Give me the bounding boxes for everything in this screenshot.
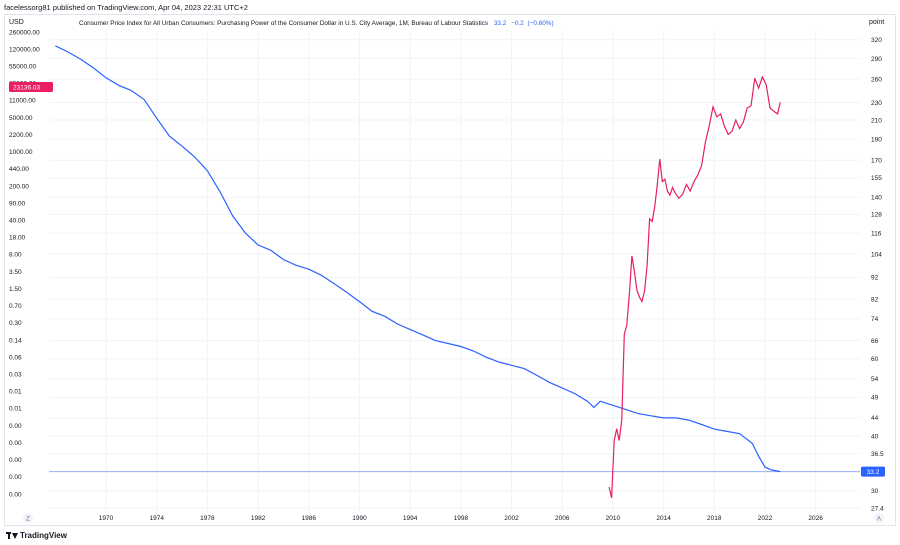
tradingview-logo[interactable]: TradingView <box>6 531 67 540</box>
right-tick-140: 140 <box>871 195 882 202</box>
right-tick-60: 60 <box>871 356 879 363</box>
footer: TradingView <box>0 528 900 545</box>
right-highlight-tag: 33.2 <box>861 466 885 477</box>
auto-scale-button[interactable]: A <box>874 513 884 523</box>
zoom-button[interactable]: Z <box>23 513 33 523</box>
right-tick-320: 320 <box>871 37 882 44</box>
right-tick-30: 30 <box>871 488 879 495</box>
publisher-line: facelessorg81 published on TradingView.c… <box>4 3 248 12</box>
left-tick-26: 0.00 <box>9 474 22 481</box>
left-tick-14: 3.50 <box>9 269 22 276</box>
tradingview-logo-text: TradingView <box>20 531 67 540</box>
series-line-purchasing-power[interactable] <box>55 45 781 473</box>
left-tick-23: 0.00 <box>9 423 22 430</box>
right-tick-49: 49 <box>871 395 879 402</box>
time-tick-1974: 1974 <box>149 515 164 522</box>
right-tick-116: 116 <box>871 230 882 237</box>
right-tick-66: 66 <box>871 338 879 345</box>
top-bar: facelessorg81 published on TradingView.c… <box>0 0 900 14</box>
right-tick-74: 74 <box>871 316 879 323</box>
right-tick-54: 54 <box>871 376 879 383</box>
left-tick-11: 40.00 <box>9 218 26 225</box>
right-tick-155: 155 <box>871 175 882 182</box>
right-tick-104: 104 <box>871 251 882 258</box>
tradingview-logo-icon <box>6 532 18 539</box>
right-tick-210: 210 <box>871 117 882 124</box>
time-tick-1982: 1982 <box>251 515 266 522</box>
left-tick-1: 120000.00 <box>9 46 40 53</box>
left-highlight-tag: 23136.03 <box>9 82 53 92</box>
time-tick-1970: 1970 <box>99 515 114 522</box>
time-tick-2026: 2026 <box>808 515 823 522</box>
time-tick-1998: 1998 <box>454 515 469 522</box>
left-tick-12: 18.00 <box>9 235 26 242</box>
right-tick-128: 128 <box>871 212 882 219</box>
left-tick-21: 0.01 <box>9 389 22 396</box>
time-tick-2002: 2002 <box>504 515 519 522</box>
time-axis-ticks: 1970 1974 1978 1982 1986 1990 1994 1998 2002 2006… <box>99 515 823 522</box>
legend-title: Consumer Price Index for All Urban Consu… <box>79 20 554 27</box>
time-tick-1990: 1990 <box>352 515 367 522</box>
time-tick-2010: 2010 <box>606 515 621 522</box>
legend-change: −0.2 <box>511 20 524 27</box>
left-tick-15: 1.50 <box>9 286 22 293</box>
left-tick-18: 0.14 <box>9 337 22 344</box>
chart-frame[interactable]: 260000.00120000.0055000.0025000.0011000.… <box>4 14 896 526</box>
legend-change-pct: (−0.60%) <box>528 20 554 27</box>
left-tick-20: 0.03 <box>9 372 22 379</box>
time-tick-2022: 2022 <box>758 515 773 522</box>
right-tick-230: 230 <box>871 100 882 107</box>
right-tick-170: 170 <box>871 158 882 165</box>
left-tick-6: 2200.00 <box>9 132 33 139</box>
left-tick-24: 0.00 <box>9 440 22 447</box>
zoom-button-label: Z <box>26 517 30 523</box>
left-tick-10: 90.00 <box>9 200 26 207</box>
left-tick-0: 260000.00 <box>9 29 40 36</box>
auto-scale-button-label: A <box>877 517 881 523</box>
time-tick-1986: 1986 <box>302 515 317 522</box>
gridlines <box>49 31 860 511</box>
left-axis-title: USD <box>9 19 24 26</box>
left-tick-25: 0.00 <box>9 457 22 464</box>
left-tick-13: 8.00 <box>9 252 22 259</box>
right-tick-44: 44 <box>871 415 879 422</box>
time-tick-2006: 2006 <box>555 515 570 522</box>
right-tick-190: 190 <box>871 136 882 143</box>
right-tick-27-4: 27.4 <box>871 505 884 512</box>
left-tick-2: 55000.00 <box>9 64 36 71</box>
right-tick-82: 82 <box>871 297 879 304</box>
right-axis-ticks: 320 290 260 230 210 190 170 155 140 128 116 104 92 82… <box>871 37 884 512</box>
right-tick-92: 92 <box>871 275 879 282</box>
left-tick-7: 1000.00 <box>9 149 33 156</box>
left-highlight-value: 23136.03 <box>13 84 40 91</box>
left-axis-ticks: 260000.00120000.0055000.0025000.0011000.… <box>9 29 40 498</box>
time-tick-1994: 1994 <box>403 515 418 522</box>
left-tick-17: 0.30 <box>9 320 22 327</box>
legend-title-text: Consumer Price Index for All Urban Consu… <box>79 20 488 27</box>
right-highlight-value: 33.2 <box>867 469 880 476</box>
left-tick-8: 440.00 <box>9 166 29 173</box>
left-tick-16: 0.70 <box>9 303 22 310</box>
right-tick-36-5: 36.5 <box>871 451 884 458</box>
time-tick-2018: 2018 <box>707 515 722 522</box>
left-tick-4: 11000.00 <box>9 98 36 105</box>
right-tick-290: 290 <box>871 56 882 63</box>
chart-canvas[interactable]: 260000.00120000.0055000.0025000.0011000.… <box>5 15 897 527</box>
time-tick-2014: 2014 <box>656 515 671 522</box>
left-tick-9: 200.00 <box>9 183 29 190</box>
legend-last-value: 33.2 <box>494 20 507 27</box>
series-line-overlay[interactable] <box>608 75 781 499</box>
left-tick-5: 5000.00 <box>9 115 33 122</box>
time-tick-1978: 1978 <box>200 515 215 522</box>
right-tick-260: 260 <box>871 77 882 84</box>
right-axis-title: point <box>869 19 884 26</box>
right-tick-40: 40 <box>871 433 879 440</box>
left-tick-19: 0.06 <box>9 354 22 361</box>
left-tick-27: 0.00 <box>9 491 22 498</box>
left-tick-22: 0.01 <box>9 406 22 413</box>
